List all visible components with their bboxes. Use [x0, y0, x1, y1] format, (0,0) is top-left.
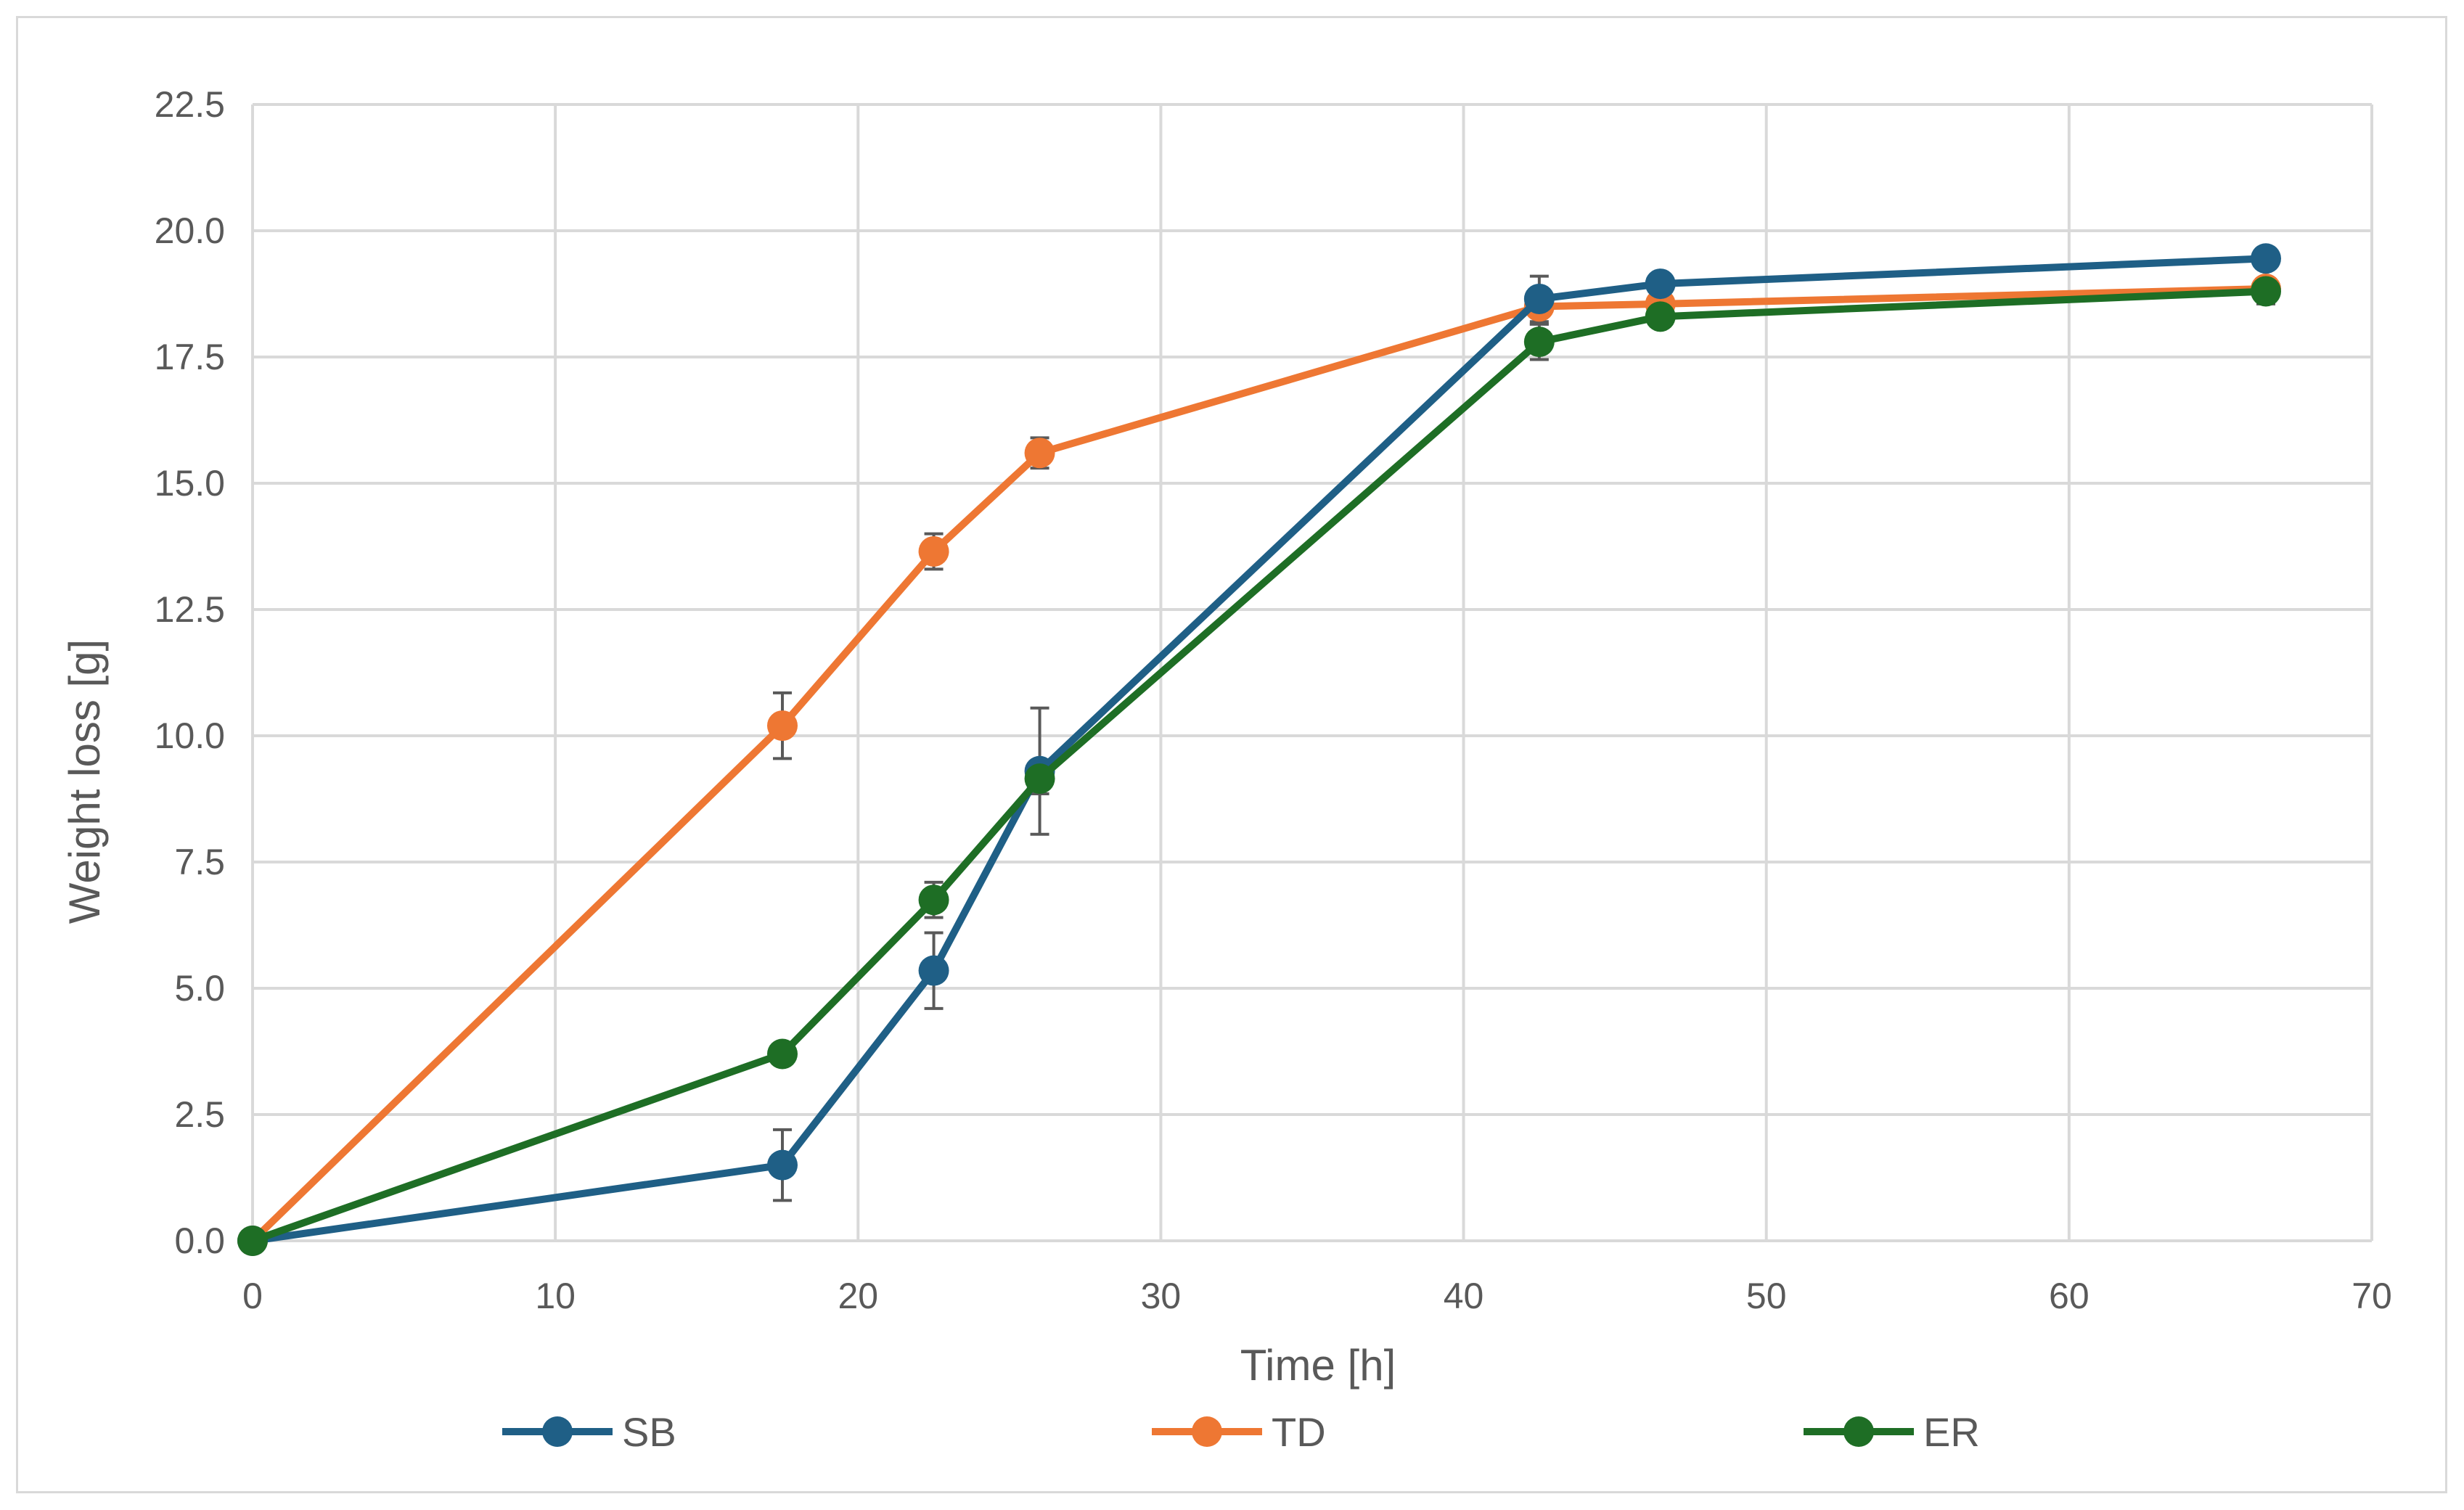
x-tick-label: 10	[535, 1276, 576, 1316]
y-tick-label: 12.5	[155, 589, 225, 630]
x-tick-label: 0	[242, 1276, 263, 1316]
chart-frame: 0.0 2.5 5.0 7.5 10.0 12.5 15.0 17.5 20.0 22.5 0 10…	[16, 16, 2447, 1493]
x-tick-labels: 0 10 20 30 40 50 60 70	[242, 1276, 2392, 1316]
legend-item-er: ER	[1804, 1409, 1980, 1455]
y-tick-label: 22.5	[155, 84, 225, 125]
legend-marker	[1843, 1416, 1874, 1447]
x-tick-label: 30	[1141, 1276, 1182, 1316]
y-axis-title: Weight loss [g]	[60, 639, 109, 924]
y-tick-label: 10.0	[155, 715, 225, 756]
y-tick-label: 20.0	[155, 210, 225, 251]
x-tick-label: 50	[1746, 1276, 1787, 1316]
data-point-sb	[918, 955, 949, 986]
x-tick-label: 70	[2352, 1276, 2392, 1316]
x-axis-title: Time [h]	[1240, 1341, 1396, 1390]
series-td	[237, 274, 2281, 1256]
legend: SB TD ER	[502, 1409, 1980, 1455]
data-point-sb	[2251, 243, 2281, 274]
y-tick-label: 15.0	[155, 463, 225, 504]
data-point-er	[1024, 763, 1055, 795]
y-tick-label: 17.5	[155, 337, 225, 377]
series-er	[237, 276, 2281, 1256]
y-tick-label: 7.5	[174, 842, 225, 882]
line-chart: 0.0 2.5 5.0 7.5 10.0 12.5 15.0 17.5 20.0 22.5 0 10…	[60, 84, 2392, 1455]
error-bars-sb	[773, 252, 2275, 1202]
y-tick-label: 2.5	[174, 1094, 225, 1135]
data-point-er	[918, 885, 949, 916]
legend-item-td: TD	[1152, 1409, 1326, 1455]
legend-marker	[1192, 1416, 1222, 1447]
data-point-sb	[1523, 283, 1555, 314]
grid-lines	[251, 103, 2373, 1242]
legend-item-sb: SB	[502, 1409, 676, 1455]
data-point-sb	[1645, 268, 1676, 300]
legend-label: TD	[1272, 1409, 1326, 1455]
data-point-sb	[767, 1149, 798, 1181]
y-tick-labels: 0.0 2.5 5.0 7.5 10.0 12.5 15.0 17.5 20.0 22.5	[155, 84, 225, 1261]
legend-label: SB	[622, 1409, 676, 1455]
x-tick-label: 40	[1444, 1276, 1484, 1316]
data-point-er	[2251, 276, 2281, 307]
data-point-er	[237, 1226, 268, 1256]
data-point-er	[1523, 327, 1555, 358]
data-point-er	[767, 1038, 798, 1070]
error-bars-er	[773, 277, 2275, 1063]
x-tick-label: 20	[838, 1276, 878, 1316]
y-tick-label: 0.0	[174, 1220, 225, 1261]
data-point-td	[767, 710, 798, 742]
data-point-er	[1645, 301, 1676, 332]
data-point-td	[918, 536, 949, 567]
series-layer	[237, 243, 2281, 1256]
data-point-td	[1024, 438, 1055, 469]
x-tick-label: 60	[2049, 1276, 2090, 1316]
series-sb	[237, 243, 2281, 1256]
y-tick-label: 5.0	[174, 968, 225, 1009]
legend-marker	[542, 1416, 573, 1447]
legend-label: ER	[1923, 1409, 1980, 1455]
